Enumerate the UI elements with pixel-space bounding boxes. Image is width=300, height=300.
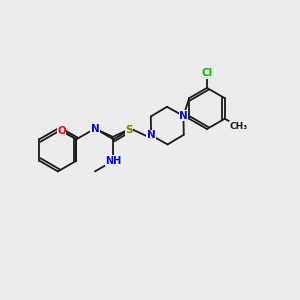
Text: N: N (179, 111, 188, 121)
Text: N: N (147, 130, 155, 140)
Text: CH₃: CH₃ (229, 122, 247, 131)
Text: N: N (91, 124, 99, 134)
Text: NH: NH (105, 156, 122, 166)
Text: Cl: Cl (201, 68, 213, 78)
Text: S: S (125, 125, 133, 135)
Text: O: O (57, 126, 66, 136)
